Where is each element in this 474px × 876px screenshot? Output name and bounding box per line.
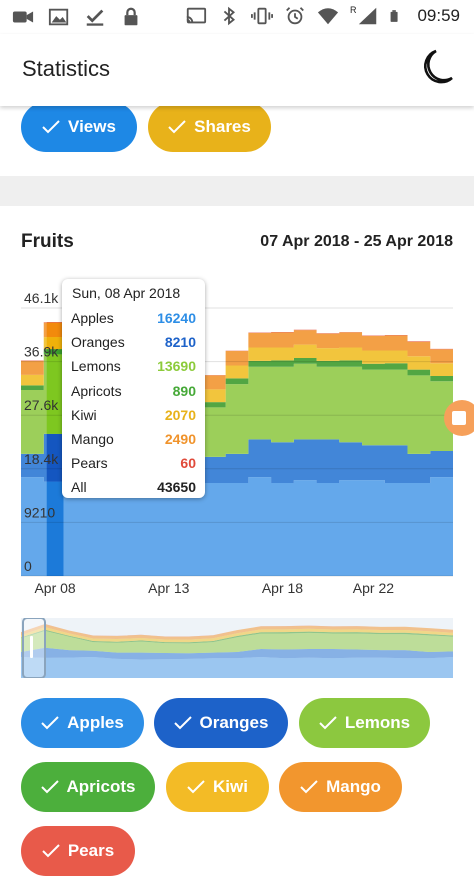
cell-signal-icon <box>357 6 379 26</box>
y-tick-label: 27.6k <box>24 397 59 413</box>
chart-tooltip: Sun, 08 Apr 2018 Apples 16240 Oranges 8210… <box>62 279 205 498</box>
chip-label: Oranges <box>200 713 269 733</box>
mango-filter-chip[interactable]: Mango <box>279 762 402 812</box>
chip-label: Views <box>68 117 116 137</box>
page-title: Statistics <box>22 56 110 82</box>
x-tick-label: Apr 22 <box>353 580 394 596</box>
chip-label: Apples <box>67 713 124 733</box>
lock-icon <box>120 7 142 27</box>
tooltip-value: 13690 <box>157 358 196 382</box>
roaming-indicator: R <box>350 5 357 15</box>
y-tick-label: 9210 <box>24 504 55 520</box>
bluetooth-icon <box>218 6 240 26</box>
share-screen-button[interactable] <box>442 398 474 438</box>
shares-filter-chip[interactable]: Shares <box>148 102 271 152</box>
battery-icon <box>390 6 404 26</box>
oranges-filter-chip[interactable]: Oranges <box>154 698 288 748</box>
tooltip-value: 8210 <box>165 334 196 358</box>
download-done-icon <box>84 7 106 27</box>
tooltip-value: 60 <box>180 455 196 479</box>
tooltip-label: Lemons <box>71 358 121 382</box>
check-icon <box>187 780 205 794</box>
image-icon <box>48 7 70 27</box>
selected-segment-apples <box>47 482 64 576</box>
chip-label: Pears <box>68 841 114 861</box>
app-bar: Statistics <box>0 34 474 106</box>
chip-label: Mango <box>326 777 381 797</box>
x-tick-label: Apr 08 <box>34 580 75 596</box>
y-tick-label: 46.1k <box>24 290 59 306</box>
check-icon <box>42 120 60 134</box>
tooltip-row-apples: Apples 16240 <box>71 310 196 334</box>
vibrate-icon <box>251 6 273 26</box>
tooltip-value: 43650 <box>157 479 196 503</box>
lemons-filter-chip[interactable]: Lemons <box>299 698 430 748</box>
selected-segment-lemons <box>47 354 64 434</box>
status-time: 09:59 <box>417 6 460 26</box>
cast-icon <box>185 6 207 26</box>
tooltip-label: Oranges <box>71 334 125 358</box>
chart-date-range: 07 Apr 2018 - 25 Apr 2018 <box>260 233 453 251</box>
tooltip-value: 2490 <box>165 431 196 455</box>
tooltip-label: Apples <box>71 310 114 334</box>
range-navigator[interactable] <box>21 618 453 678</box>
tooltip-row-all: All 43650 <box>71 479 196 503</box>
kiwi-filter-chip[interactable]: Kiwi <box>166 762 269 812</box>
navigator-area-apples <box>21 657 453 678</box>
wifi-icon <box>317 6 339 26</box>
apples-filter-chip[interactable]: Apples <box>21 698 144 748</box>
tooltip-row-oranges: Oranges 8210 <box>71 334 196 358</box>
tooltip-value: 16240 <box>157 310 196 334</box>
video-camera-icon <box>12 7 34 27</box>
tooltip-label: Kiwi <box>71 407 97 431</box>
y-tick-label: 18.4k <box>24 451 59 467</box>
pears-filter-chip[interactable]: Pears <box>21 826 135 876</box>
tooltip-row-apricots: Apricots 890 <box>71 383 196 407</box>
tooltip-row-pears: Pears 60 <box>71 455 196 479</box>
chart-title: Fruits <box>21 231 74 253</box>
chip-label: Lemons <box>345 713 410 733</box>
x-tick-label: Apr 18 <box>262 580 303 596</box>
tooltip-row-lemons: Lemons 13690 <box>71 358 196 382</box>
tooltip-label: Pears <box>71 455 108 479</box>
tooltip-value: 890 <box>173 383 196 407</box>
tooltip-label: Apricots <box>71 383 122 407</box>
apricots-filter-chip[interactable]: Apricots <box>21 762 155 812</box>
navigator-left-handle <box>30 636 33 658</box>
y-tick-label: 0 <box>24 558 32 574</box>
tooltip-label: All <box>71 479 87 503</box>
check-icon <box>42 844 60 858</box>
tooltip-row-mango: Mango 2490 <box>71 431 196 455</box>
section-divider <box>0 176 474 206</box>
tooltip-date: Sun, 08 Apr 2018 <box>71 285 196 301</box>
tooltip-label: Mango <box>71 431 114 455</box>
tooltip-row-kiwi: Kiwi 2070 <box>71 407 196 431</box>
y-tick-label: 36.9k <box>24 344 59 360</box>
chip-label: Shares <box>194 117 251 137</box>
tooltip-value: 2070 <box>165 407 196 431</box>
moon-icon[interactable] <box>422 48 456 86</box>
x-tick-label: Apr 13 <box>148 580 189 596</box>
check-icon <box>168 120 186 134</box>
check-icon <box>41 716 59 730</box>
views-filter-chip[interactable]: Views <box>21 102 137 152</box>
alarm-icon <box>284 6 306 26</box>
check-icon <box>319 716 337 730</box>
chip-label: Kiwi <box>213 777 248 797</box>
check-icon <box>300 780 318 794</box>
selected-segment-mango <box>47 323 64 337</box>
chip-label: Apricots <box>67 777 136 797</box>
navigator-window <box>23 618 45 678</box>
check-icon <box>41 780 59 794</box>
check-icon <box>174 716 192 730</box>
status-bar: R 09:59 <box>0 0 474 34</box>
